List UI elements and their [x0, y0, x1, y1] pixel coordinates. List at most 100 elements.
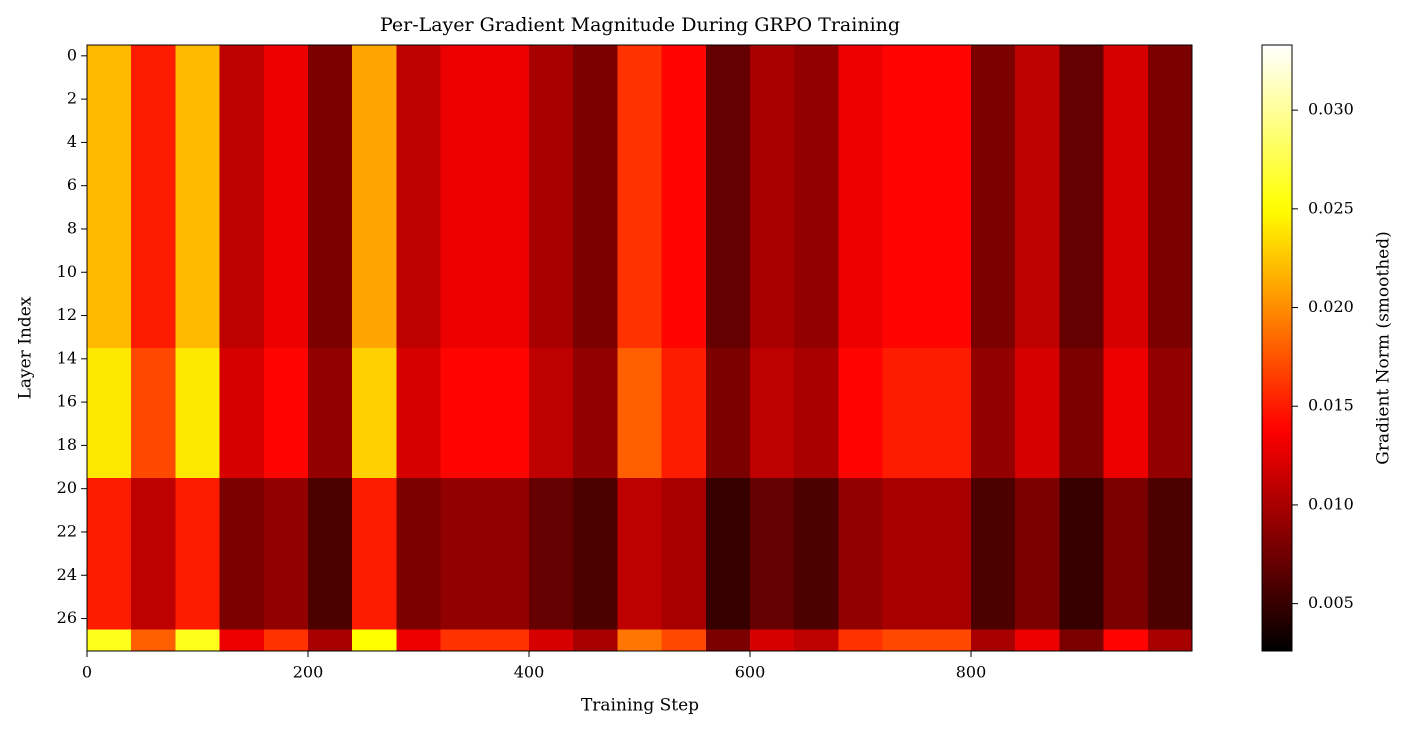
heatmap-cell — [87, 66, 132, 89]
y-tick-label: 18 — [57, 435, 77, 454]
heatmap-cell — [971, 304, 1016, 327]
heatmap-cell — [705, 369, 751, 392]
heatmap-cell — [1059, 499, 1105, 522]
heatmap-cell — [263, 66, 309, 89]
heatmap-cell — [131, 109, 176, 133]
heatmap-cell — [794, 218, 839, 241]
heatmap-cell — [87, 45, 132, 68]
colorbar-tick-label: 0.020 — [1308, 297, 1354, 316]
heatmap-cell — [1059, 196, 1105, 219]
heatmap-cell — [484, 174, 530, 197]
heatmap-cell — [308, 153, 353, 176]
heatmap-cell — [1103, 45, 1149, 68]
heatmap-cell — [573, 607, 618, 630]
heatmap-cell — [882, 564, 928, 587]
heatmap-cell — [838, 153, 884, 176]
heatmap-cell — [838, 434, 884, 457]
heatmap-cell — [175, 88, 221, 111]
heatmap-cell — [573, 542, 618, 565]
heatmap-cell — [87, 521, 132, 544]
heatmap-cell — [440, 218, 486, 241]
heatmap-cell — [87, 261, 132, 284]
heatmap-cell — [175, 66, 221, 89]
heatmap-cell — [529, 196, 574, 219]
heatmap-cell — [705, 477, 751, 500]
heatmap-cell — [661, 499, 707, 522]
heatmap-cell — [308, 109, 353, 133]
heatmap-cell — [971, 629, 1016, 652]
heatmap-cell — [87, 477, 132, 500]
heatmap-cell — [573, 66, 618, 89]
heatmap-cell — [352, 261, 397, 284]
heatmap-cell — [926, 629, 972, 652]
heatmap-cell — [219, 434, 265, 457]
heatmap-cell — [838, 304, 884, 327]
heatmap-cell — [352, 564, 397, 587]
heatmap-cell — [219, 45, 265, 68]
heatmap-cell — [308, 348, 353, 371]
heatmap-cell — [661, 586, 707, 609]
heatmap-cell — [705, 348, 751, 371]
heatmap-cell — [750, 131, 795, 154]
heatmap-cell — [219, 196, 265, 219]
heatmap-cell — [1147, 283, 1193, 306]
heatmap-cell — [1103, 131, 1149, 154]
y-tick-label: 20 — [57, 478, 77, 497]
heatmap-cell — [440, 45, 486, 68]
heatmap-cell — [352, 45, 397, 68]
heatmap-cell — [529, 131, 574, 154]
heatmap-cell — [573, 109, 618, 133]
heatmap-cell — [573, 218, 618, 241]
heatmap-cell — [440, 434, 486, 457]
heatmap-cell — [882, 196, 928, 219]
heatmap-cell — [131, 304, 176, 327]
heatmap-cell — [1015, 131, 1060, 154]
heatmap-cell — [263, 131, 309, 154]
heatmap-cell — [971, 131, 1016, 154]
heatmap-cell — [794, 196, 839, 219]
heatmap-cell — [484, 456, 530, 479]
heatmap-cell — [926, 45, 972, 68]
heatmap-cell — [1015, 88, 1060, 111]
heatmap-cell — [750, 477, 795, 500]
heatmap-cell — [131, 369, 176, 392]
heatmap-cell — [1147, 521, 1193, 544]
heatmap-cell — [175, 456, 221, 479]
heatmap-cell — [484, 369, 530, 392]
heatmap-cell — [396, 174, 442, 197]
heatmap-cell — [573, 456, 618, 479]
heatmap-cell — [529, 45, 574, 68]
heatmap-cell — [308, 88, 353, 111]
heatmap-cell — [971, 218, 1016, 241]
heatmap-cell — [440, 542, 486, 565]
heatmap-cell — [838, 66, 884, 89]
heatmap-cell — [308, 477, 353, 500]
heatmap-cell — [440, 261, 486, 284]
heatmap-cell — [794, 477, 839, 500]
heatmap-cell — [1015, 456, 1060, 479]
heatmap-cell — [175, 369, 221, 392]
heatmap-cell — [1059, 586, 1105, 609]
heatmap-cell — [661, 607, 707, 630]
heatmap-cell — [440, 391, 486, 414]
heatmap-cell — [396, 348, 442, 371]
heatmap-cell — [529, 88, 574, 111]
heatmap-cell — [175, 629, 221, 652]
heatmap-cell — [484, 326, 530, 349]
heatmap-cell — [484, 239, 530, 262]
heatmap-cell — [440, 326, 486, 349]
heatmap-cell — [440, 348, 486, 371]
heatmap-cell — [175, 521, 221, 544]
heatmap-cell — [617, 239, 663, 262]
heatmap-cell — [882, 131, 928, 154]
heatmap-cell — [705, 586, 751, 609]
heatmap-cell — [1015, 326, 1060, 349]
heatmap-cell — [661, 412, 707, 436]
heatmap-cell — [573, 261, 618, 284]
heatmap-cell — [661, 542, 707, 565]
heatmap-cell — [1059, 391, 1105, 414]
heatmap-cell — [838, 261, 884, 284]
heatmap-cell — [838, 521, 884, 544]
heatmap-cell — [175, 45, 221, 68]
heatmap-cell — [263, 239, 309, 262]
